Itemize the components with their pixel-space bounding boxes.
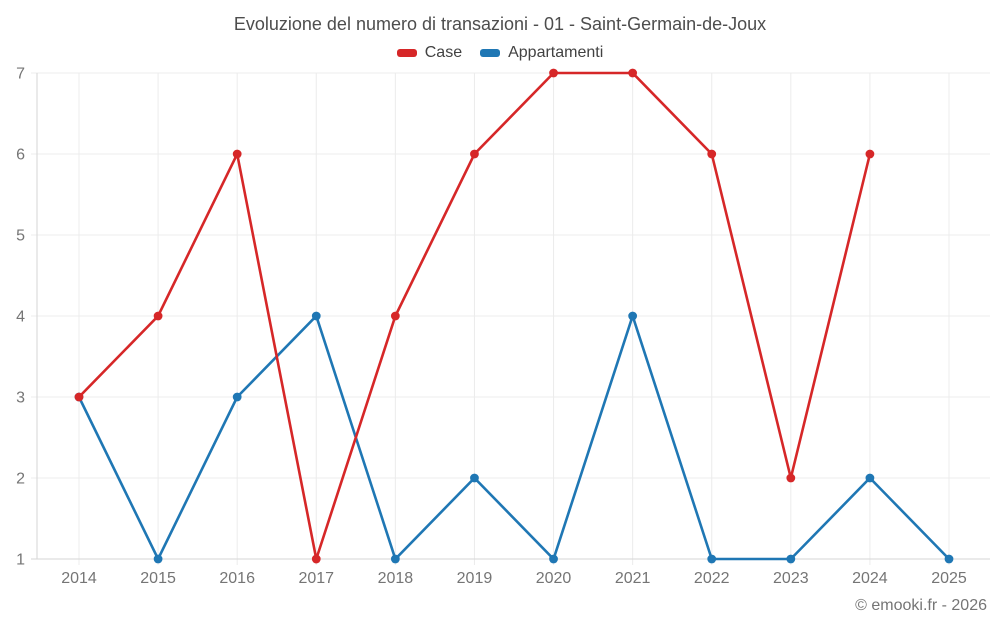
appartamenti-point[interactable] <box>153 554 163 564</box>
legend-item-case[interactable]: Case <box>396 44 463 62</box>
case-point[interactable] <box>74 392 84 402</box>
appartamenti-point[interactable] <box>470 473 479 483</box>
appartamenti-point[interactable] <box>311 311 321 321</box>
appartamenti-point[interactable] <box>786 554 796 564</box>
case-legend-swatch <box>396 49 417 57</box>
y-tick-label: 5 <box>16 228 25 245</box>
case-point[interactable] <box>865 149 875 159</box>
y-tick-label: 1 <box>16 552 25 569</box>
case-point[interactable] <box>628 68 638 78</box>
x-tick-label: 2019 <box>457 570 493 587</box>
x-tick-label: 2016 <box>219 570 255 587</box>
y-tick-label: 2 <box>16 471 25 488</box>
x-tick-label: 2021 <box>615 570 651 587</box>
case-point[interactable] <box>549 68 558 78</box>
appartamenti-line <box>77 311 950 562</box>
legend: Case Appartamenti <box>0 44 1000 62</box>
x-tick-label: 2015 <box>140 570 176 587</box>
x-tick-label: 2014 <box>61 570 97 587</box>
y-tick-label: 3 <box>16 390 25 407</box>
case-point[interactable] <box>311 554 321 564</box>
legend-label-case: Case <box>424 44 463 61</box>
appartamenti-legend-swatch <box>480 49 501 57</box>
x-tick-label: 2024 <box>852 570 888 587</box>
y-tick-label: 4 <box>16 309 25 326</box>
x-tick-label: 2022 <box>694 570 730 587</box>
x-tick-label: 2017 <box>298 570 334 587</box>
appartamenti-point[interactable] <box>865 473 875 483</box>
case-point[interactable] <box>470 149 479 159</box>
case-point[interactable] <box>390 311 400 321</box>
case-point[interactable] <box>707 149 717 159</box>
legend-item-appartamenti[interactable]: Appartamenti <box>480 44 603 62</box>
y-tick-label: 7 <box>16 66 25 83</box>
case-point[interactable] <box>153 311 163 321</box>
case-point[interactable] <box>232 149 242 159</box>
appartamenti-point[interactable] <box>232 392 242 402</box>
appartamenti-point[interactable] <box>707 554 717 564</box>
appartamenti-point[interactable] <box>549 554 558 564</box>
copyright: © emooki.fr - 2026 <box>855 597 987 614</box>
x-tick-label: 2023 <box>773 570 809 587</box>
appartamenti-point[interactable] <box>390 554 400 564</box>
x-tick-label: 2020 <box>536 570 572 587</box>
x-tick-label: 2018 <box>378 570 414 587</box>
chart-title: Evoluzione del numero di transazioni - 0… <box>233 14 767 34</box>
appartamenti-point[interactable] <box>628 311 638 321</box>
y-tick-label: 6 <box>16 147 25 164</box>
x-tick-label: 2025 <box>931 570 967 587</box>
appartamenti-point[interactable] <box>944 554 954 564</box>
legend-label-appartamenti: Appartamenti <box>508 44 604 61</box>
case-point[interactable] <box>786 473 796 483</box>
